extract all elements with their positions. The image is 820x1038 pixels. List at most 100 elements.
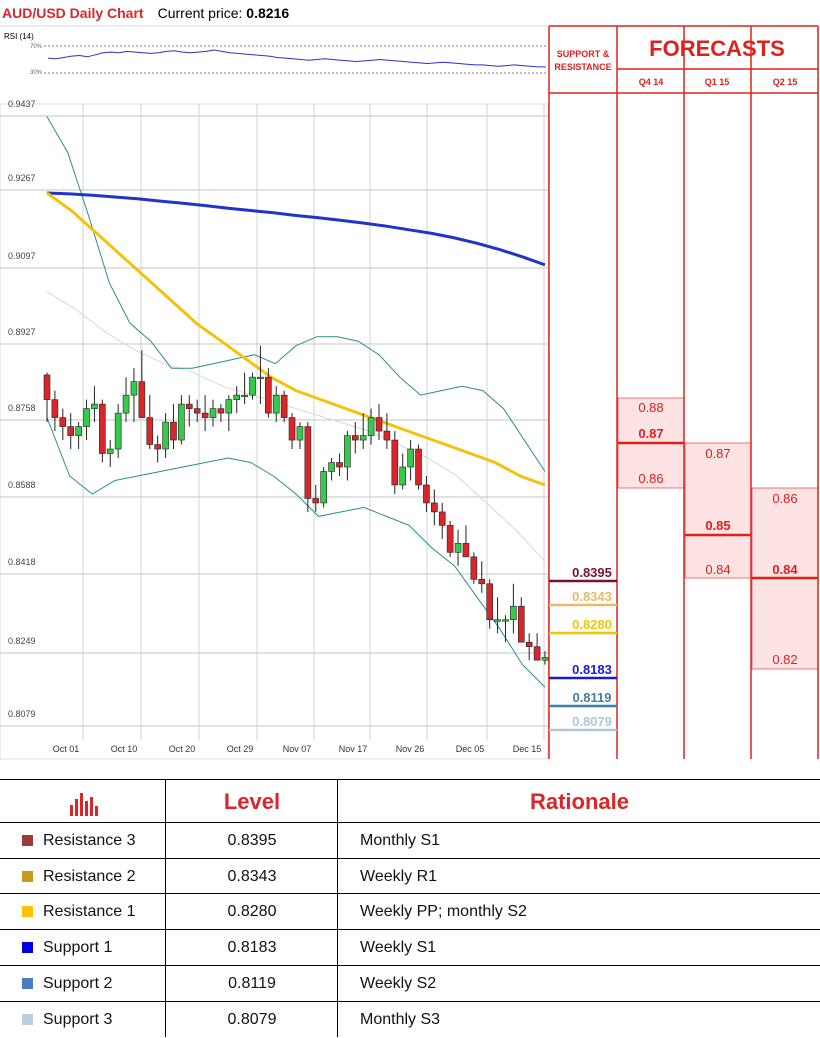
candle: [280, 390, 288, 423]
candle: [351, 422, 359, 454]
candlesticks: [43, 345, 549, 665]
y-tick-label: 0.9097: [8, 251, 36, 261]
forecast-boxes: 0.88 0.87 0.86 0.87 0.85 0.84 0.86 0.84 0.82: [617, 397, 819, 670]
candle: [193, 399, 201, 423]
candle: [423, 475, 430, 512]
sr-level-value: 0.8079: [572, 714, 612, 729]
level-value: 0.8119: [165, 966, 338, 1001]
color-swatch: [22, 978, 33, 989]
chart-header: AUD/USD Daily Chart Current price: 0.8216: [0, 0, 550, 26]
forecast-col-q4: Q4 14: [639, 77, 664, 87]
candle: [43, 372, 51, 423]
forecast-high: 0.86: [772, 491, 797, 506]
candle: [130, 368, 138, 423]
sr-level-value: 0.8280: [572, 617, 612, 632]
color-swatch: [22, 835, 33, 846]
candle: [533, 633, 541, 661]
table-row: Support 1 0.8183 Weekly S1: [0, 929, 820, 965]
candle: [344, 431, 351, 481]
candle: [431, 489, 438, 526]
candle: [67, 413, 75, 450]
rsi-panel: RSI (14) 70% 30%: [0, 25, 548, 76]
candle: [478, 561, 486, 593]
level-name: Support 1: [43, 939, 113, 956]
forecast-mid: 0.87: [638, 426, 663, 441]
y-tick-label: 0.9437: [8, 99, 36, 109]
candle: [241, 372, 248, 405]
level-name: Resistance 1: [43, 903, 136, 920]
sma-200-line: [46, 191, 546, 267]
sr-level-marker: 0.8395: [549, 565, 617, 583]
support-resistance-levels: 0.8395 0.8343 0.8280 0.8183 0.8119 0.8079: [549, 565, 617, 732]
sr-level-value: 0.8183: [572, 662, 612, 677]
candle: [486, 579, 493, 629]
bar-chart-icon: [0, 780, 165, 823]
candle: [383, 413, 391, 450]
candle: [257, 345, 264, 405]
candle: [233, 386, 241, 414]
forecast-low: 0.82: [772, 652, 797, 667]
table-header-row: Level Rationale: [0, 779, 820, 823]
table-row: Resistance 2 0.8343 Weekly R1: [0, 858, 820, 894]
candle: [320, 467, 327, 508]
rsi-label: RSI (14): [4, 32, 34, 41]
y-tick-label: 0.8079: [8, 709, 36, 719]
candle: [272, 386, 280, 423]
candle: [312, 484, 320, 512]
level-value: 0.8280: [165, 894, 338, 929]
sr-level-value: 0.8119: [572, 690, 611, 705]
candle: [359, 413, 367, 450]
sr-level-value: 0.8395: [572, 565, 612, 580]
level-rationale: Weekly S1: [360, 939, 437, 956]
x-tick-label: Dec 15: [513, 744, 542, 754]
candle: [146, 395, 154, 450]
candle: [517, 597, 525, 643]
rationale-header: Rationale: [337, 780, 820, 823]
level-rationale: Weekly R1: [360, 868, 438, 885]
candle: [225, 395, 233, 432]
candle: [494, 597, 501, 634]
level-name: Resistance 3: [43, 832, 136, 849]
level-value: 0.8079: [165, 1002, 338, 1037]
candle: [375, 404, 383, 441]
y-tick-label: 0.8758: [8, 403, 36, 413]
candle: [367, 408, 375, 445]
x-tick-label: Oct 20: [169, 744, 196, 754]
x-tick-label: Nov 07: [283, 744, 312, 754]
candle: [407, 440, 414, 481]
level-rationale: Monthly S1: [360, 832, 441, 849]
candle: [217, 404, 225, 423]
candle: [249, 372, 256, 400]
forecast-low: 0.86: [638, 471, 663, 486]
level-name: Support 3: [43, 1011, 113, 1028]
candle: [296, 422, 304, 450]
candle: [106, 440, 114, 468]
x-tick-label: Oct 10: [111, 744, 138, 754]
support-resistance-label-line2: RESISTANCE: [554, 62, 611, 72]
candle: [462, 525, 470, 558]
candle: [51, 390, 59, 432]
candle: [122, 377, 130, 423]
x-tick-label: Nov 26: [396, 744, 425, 754]
level-name: Resistance 2: [43, 868, 136, 885]
candle: [336, 453, 343, 476]
support-resistance-label-line1: SUPPORT &: [557, 49, 610, 59]
bollinger-lower-line: [46, 417, 546, 688]
sr-level-marker: 0.8119: [549, 690, 617, 708]
rsi-upper-label: 70%: [30, 44, 43, 50]
candle: [399, 453, 407, 490]
table-row: Support 3 0.8079 Monthly S3: [0, 1001, 820, 1038]
forecast-col-q1: Q1 15: [705, 77, 730, 87]
candle: [415, 444, 422, 490]
forecast-panel: 0.88 0.87 0.86 0.87 0.85 0.84 0.86 0.84 0.82 SUP…: [548, 25, 819, 759]
candle: [201, 395, 209, 432]
candle: [209, 399, 217, 427]
x-axis-ticks: Oct 01 Oct 10 Oct 20 Oct 29 Nov 07 Nov 17 Nov …: [53, 744, 542, 754]
color-swatch: [22, 871, 33, 882]
candle: [99, 399, 106, 463]
y-axis-ticks: 0.9437 0.9267 0.9097 0.8927 0.8758 0.8588 0.84…: [8, 99, 36, 719]
x-tick-label: Oct 01: [53, 744, 80, 754]
candle: [162, 413, 169, 459]
candle: [438, 502, 446, 539]
candle: [446, 520, 454, 557]
